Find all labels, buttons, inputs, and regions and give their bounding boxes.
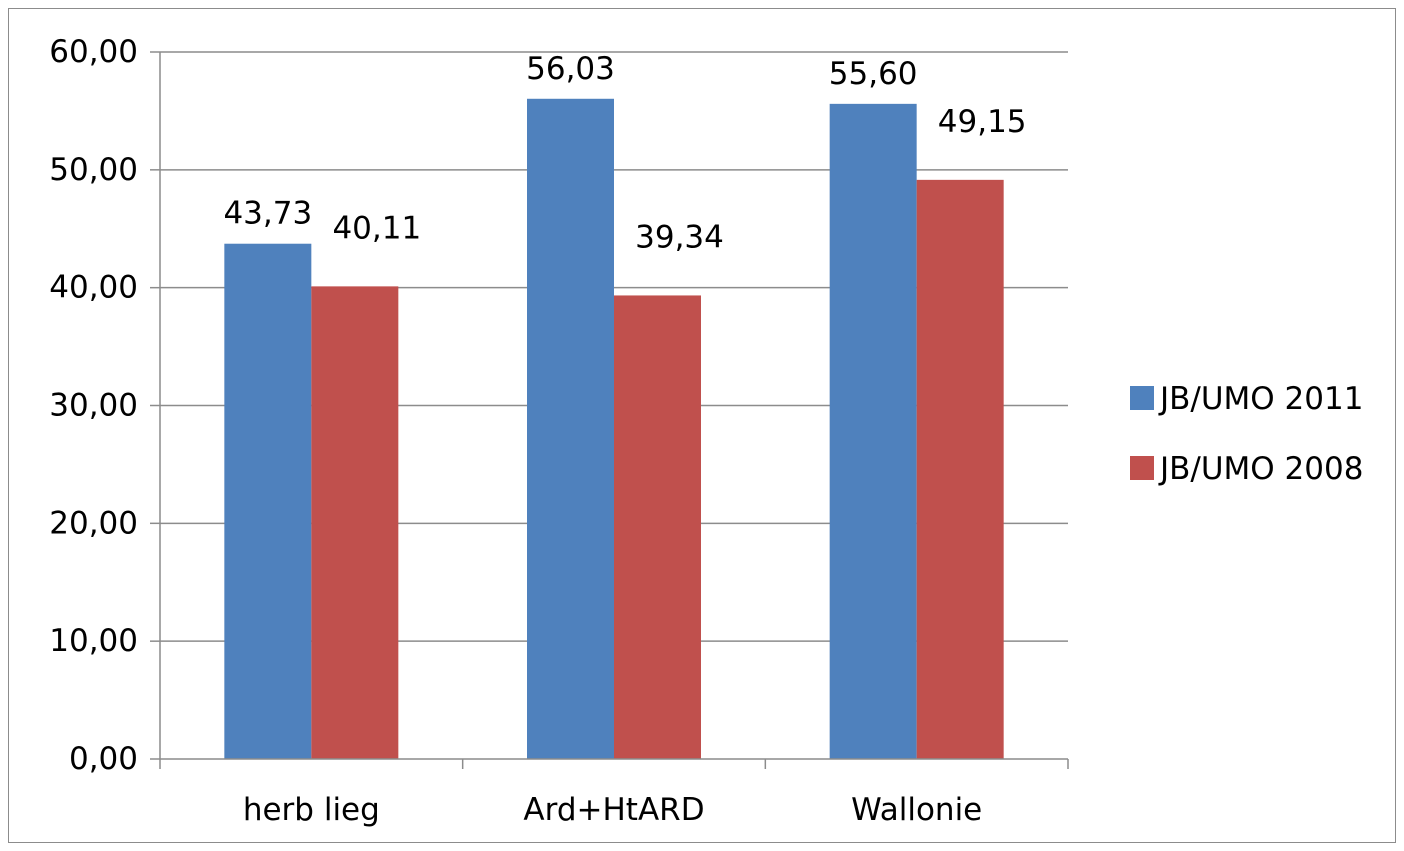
y-tick-label: 40,00 — [49, 270, 138, 306]
data-label: 39,34 — [635, 219, 724, 255]
data-label: 55,60 — [829, 56, 918, 92]
bar-herb-lieg-jb-umo-2008 — [311, 286, 399, 759]
axes — [150, 51, 1069, 769]
y-tick-label: 30,00 — [49, 388, 138, 424]
legend-swatch — [1130, 456, 1154, 480]
y-tick-label: 0,00 — [69, 741, 138, 777]
data-label: 49,15 — [938, 104, 1027, 140]
x-category-label: Wallonie — [851, 792, 982, 828]
bar-wallonie-jb-umo-2008 — [916, 179, 1004, 759]
labels: 0,00 10,00 20,00 30,00 40,00 50,00 60,00 43,73 4… — [49, 34, 1026, 828]
y-tick-label: 20,00 — [49, 505, 138, 541]
y-tick-label: 60,00 — [49, 34, 138, 70]
bar-herb-lieg-jb-umo-2011 — [224, 243, 312, 759]
bar-ard-htard-jb-umo-2011 — [527, 98, 614, 759]
bars — [224, 98, 1004, 759]
legend-label: JB/UMO 2008 — [1158, 451, 1363, 487]
data-label: 40,11 — [332, 210, 421, 246]
bar-wallonie-jb-umo-2011 — [829, 103, 917, 759]
data-label: 43,73 — [223, 196, 312, 232]
y-tick-label: 10,00 — [49, 623, 138, 659]
x-category-label: herb lieg — [243, 792, 380, 828]
data-label: 56,03 — [526, 51, 615, 87]
bar-ard-htard-jb-umo-2008 — [614, 295, 701, 759]
y-tick-label: 50,00 — [49, 152, 138, 188]
legend: JB/UMO 2011 JB/UMO 2008 — [1130, 381, 1363, 487]
legend-label: JB/UMO 2011 — [1158, 381, 1363, 417]
legend-swatch — [1130, 386, 1154, 410]
x-category-label: Ard+HtARD — [523, 792, 704, 828]
